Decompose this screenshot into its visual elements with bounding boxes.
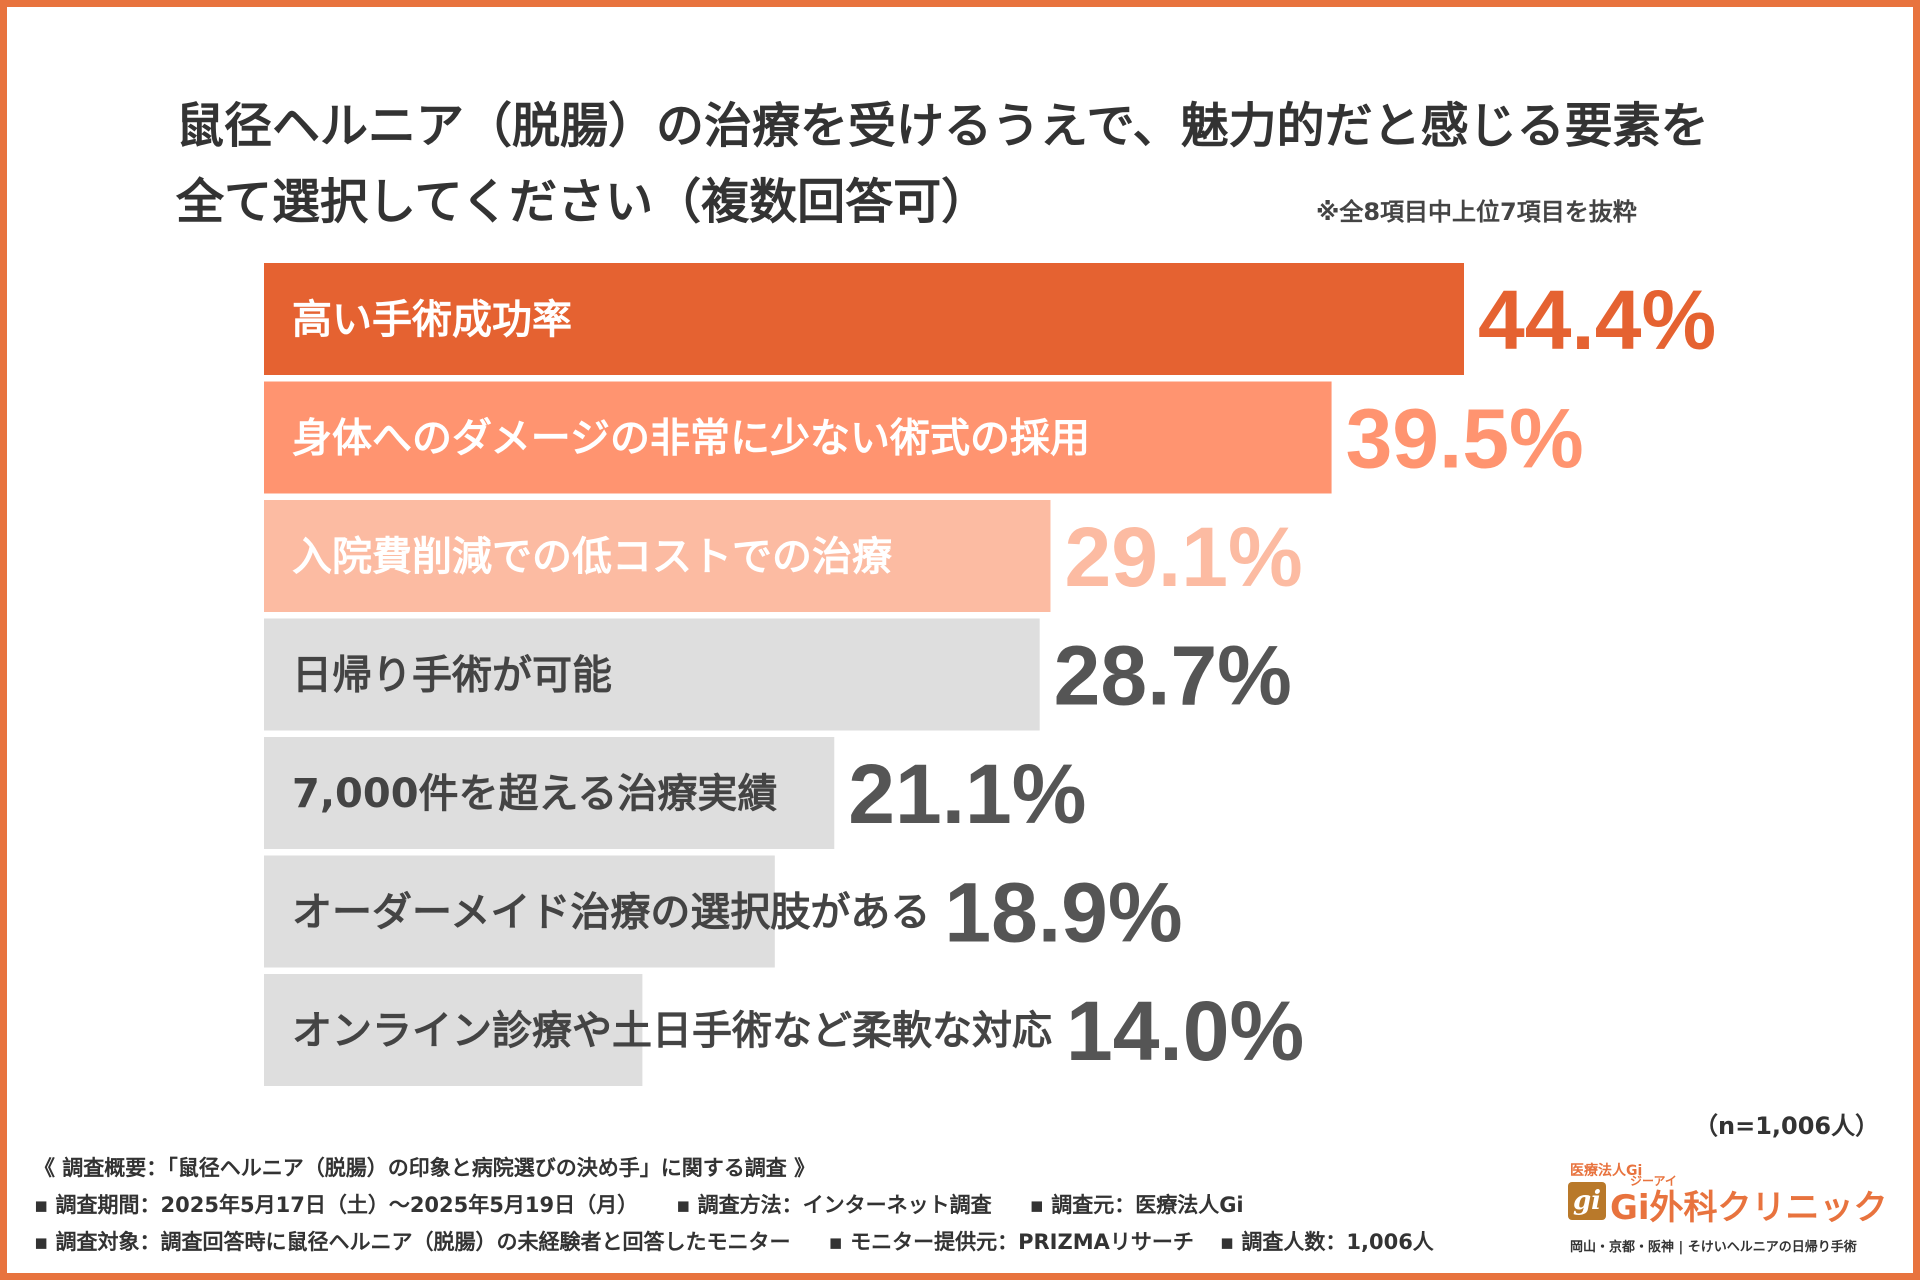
bar-4 bbox=[264, 618, 1040, 731]
value-label-6: 18.9% bbox=[944, 866, 1182, 960]
bar-label-4: 日帰り手術が可能 bbox=[292, 653, 612, 699]
bar-label-2: 身体へのダメージの非常に少ない術式の採用 bbox=[292, 416, 1090, 462]
bar-label-5: 7,000件を超える治療実績 bbox=[292, 771, 777, 817]
survey-provider: ▪ モニター提供元：PRIZMAリサーチ bbox=[828, 1230, 1194, 1254]
bar-label-3: 入院費削減での低コストでの治療 bbox=[292, 534, 893, 580]
bar-7 bbox=[264, 974, 643, 1086]
top-note: ※全8項目中上位7項目を抜粋 bbox=[1316, 198, 1637, 226]
value-label-7: 14.0% bbox=[1066, 984, 1304, 1078]
survey-summary: 《 調査概要：「鼠径ヘルニア（脱腸）の印象と病院選びの決め手」に関する調査 》 … bbox=[34, 1150, 1434, 1261]
title-line-2: 全て選択してください（複数回答可） bbox=[176, 174, 990, 230]
sample-size-note: （n=1,006人） bbox=[1694, 1112, 1880, 1140]
logo-ruby: ジーアイ bbox=[1630, 1174, 1677, 1188]
bar-5 bbox=[264, 737, 835, 849]
survey-target: ▪ 調査対象：調査回答時に鼠径ヘルニア（脱腸）の未経験者と回答したモニター bbox=[34, 1230, 791, 1254]
bar-label-7: オンライン診療や土日手術など柔軟な対応 bbox=[292, 1008, 1052, 1054]
survey-period: ▪ 調査期間：2025年5月17日（土）～2025年5月19日（月） bbox=[34, 1193, 639, 1217]
logo-tagline: 岡山・京都・阪神 | そけいヘルニアの日帰り手術 bbox=[1570, 1240, 1857, 1255]
bar-2 bbox=[264, 381, 1332, 494]
value-label-1: 44.4% bbox=[1478, 273, 1716, 367]
bar-label-1: 高い手術成功率 bbox=[292, 297, 572, 343]
bar-3 bbox=[264, 500, 1051, 612]
clinic-logo: 医療法人Gi gi ジーアイ Gi外科クリニック 岡山・京都・阪神 | そけいヘ… bbox=[1568, 1160, 1908, 1260]
survey-method: ▪ 調査方法：インターネット調査 bbox=[676, 1193, 992, 1217]
survey-source: ▪ 調査元：医療法人Gi bbox=[1029, 1193, 1244, 1217]
value-label-5: 21.1% bbox=[848, 747, 1086, 841]
title-line-1: 鼠径ヘルニア（脱腸）の治療を受けるうえで、魅力的だと感じる要素を bbox=[176, 98, 1709, 154]
bar-1 bbox=[264, 263, 1464, 375]
survey-count: ▪ 調査人数：1,006人 bbox=[1219, 1230, 1434, 1254]
value-label-4: 28.7% bbox=[1054, 629, 1292, 723]
logo-clinic-name: Gi外科クリニック bbox=[1610, 1188, 1888, 1228]
survey-row-2: ▪ 調査対象：調査回答時に鼠径ヘルニア（脱腸）の未経験者と回答したモニター ▪ モ… bbox=[34, 1224, 1434, 1261]
bar-6 bbox=[264, 855, 775, 968]
gi-logo-icon: gi bbox=[1568, 1182, 1606, 1220]
survey-title: 《 調査概要：「鼠径ヘルニア（脱腸）の印象と病院選びの決め手」に関する調査 》 bbox=[34, 1156, 816, 1180]
value-label-2: 39.5% bbox=[1346, 392, 1584, 486]
value-label-3: 29.1% bbox=[1064, 510, 1302, 604]
survey-row-1: ▪ 調査期間：2025年5月17日（土）～2025年5月19日（月） ▪ 調査方法… bbox=[34, 1187, 1434, 1224]
page-title: 鼠径ヘルニア（脱腸）の治療を受けるうえで、魅力的だと感じる要素を 全て選択してく… bbox=[176, 88, 1776, 240]
bar-label-6: オーダーメイド治療の選択肢がある bbox=[292, 890, 930, 936]
logo-corp-name: 医療法人Gi bbox=[1570, 1163, 1643, 1179]
